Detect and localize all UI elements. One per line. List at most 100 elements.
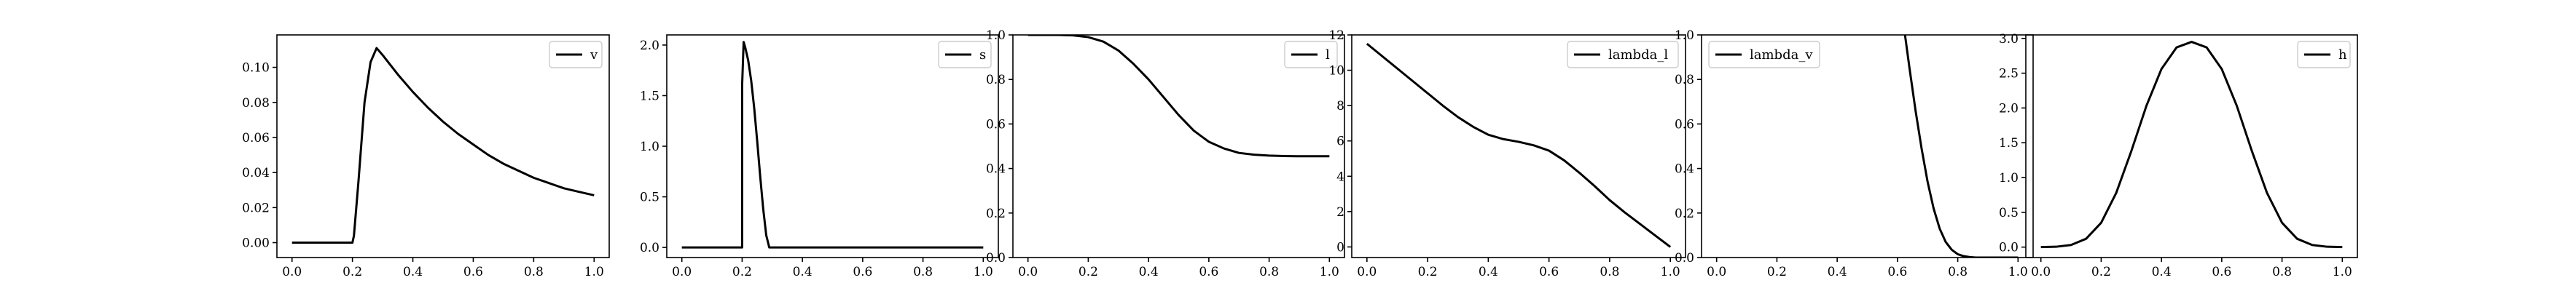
x-tick-label: 0.4 (2152, 265, 2172, 279)
y-tick-label: 0.10 (242, 61, 270, 76)
chart-panel-2: 0.0 0.2 0.4 0.6 0.8 1.0 0.0 0.5 1.0 1.5 2.0 s (640, 34, 999, 279)
plot-frame (1351, 34, 1686, 258)
chart-panel-6: 0.0 0.2 0.4 0.6 0.8 1.00.00.51.01.52.02.53.0h (1999, 32, 2358, 279)
y-tick-label: 0.8 (1675, 73, 1694, 87)
x-tick-label: 1.0 (2333, 265, 2352, 279)
x-tick-label: 0.6 (1887, 265, 1907, 279)
y-tick-label: 0.04 (242, 166, 270, 180)
y-tick-label: 6 (1336, 135, 1344, 149)
chart-panel-1: 0.0 0.2 0.4 0.6 0.8 1.0 0.00 0.02 0.04 0.06 0.08 0.… (242, 34, 610, 279)
x-tick-label: 0.2 (342, 265, 362, 279)
series-line-l (1027, 35, 1330, 158)
x-tick-label: 0.2 (1767, 265, 1787, 279)
x-tick-label: 1.0 (1661, 265, 1680, 279)
y-tick-label: 0.4 (1675, 162, 1694, 177)
x-tick-label: 1.0 (584, 265, 604, 279)
y-tick-label: 8 (1336, 99, 1344, 113)
y-tick-label: 10 (1328, 64, 1344, 79)
x-tick-label: 0.8 (1600, 265, 1619, 279)
y-tick-label: 0.00 (242, 236, 270, 251)
y-tick-label: 0.0 (640, 241, 659, 255)
legend-label: s (979, 47, 986, 63)
legend: l (1284, 41, 1338, 68)
series-line-h (2040, 41, 2343, 249)
legend: v (549, 41, 603, 68)
series-line-s (681, 41, 984, 249)
y-tick-label: 0.4 (986, 162, 1006, 177)
x-tick-label: 1.0 (1320, 265, 1339, 279)
y-tick-label: 1.0 (1999, 171, 2019, 186)
x-tick-label: 0.8 (913, 265, 933, 279)
y-tick-label: 0.02 (242, 201, 270, 215)
plot-frame (276, 34, 610, 258)
x-tick-label: 0.8 (1259, 265, 1279, 279)
plot-frame (1701, 34, 2034, 258)
legend-label: l (1326, 47, 1330, 63)
y-tick-label: 0.0 (1999, 241, 2019, 255)
legend-label: v (590, 47, 598, 63)
x-tick-label: 1.0 (2008, 265, 2028, 279)
y-tick-label: 2.0 (640, 39, 659, 53)
y-tick-label: 0.8 (986, 73, 1006, 87)
plot-frame (1012, 34, 1345, 258)
legend: s (938, 41, 992, 68)
y-tick-label: 0.08 (242, 96, 270, 111)
x-tick-label: 0.6 (853, 265, 872, 279)
legend: lambda_l (1567, 41, 1679, 68)
y-tick-label: 4 (1336, 170, 1344, 184)
x-tick-label: 1.0 (974, 265, 993, 279)
y-tick-label: 0.6 (1675, 117, 1694, 132)
x-tick-label: 0.2 (2091, 265, 2111, 279)
chart-panel-3: 0.0 0.2 0.4 0.6 0.8 1.0 0.0 0.2 0.4 0.6 0.8 1.0 l (986, 28, 1345, 279)
y-tick-label: 2.5 (1999, 67, 2019, 81)
x-tick-label: 0.4 (1828, 265, 1847, 279)
series-line-lambda-v (1903, 35, 2019, 258)
y-tick-label: 1.5 (1999, 136, 2019, 151)
y-tick-label: 0.06 (242, 131, 270, 146)
legend-label: lambda_l (1608, 47, 1668, 63)
x-tick-label: 0.0 (672, 265, 692, 279)
legend: lambda_v (1708, 41, 1820, 68)
chart-panel-4: 0.0 0.2 0.4 0.6 0.8 1.0 0 2 4 6 8 10 12 lambda_l (1328, 28, 1686, 279)
x-tick-label: 0.6 (2212, 265, 2231, 279)
legend: h (2297, 41, 2351, 68)
x-tick-label: 0.0 (282, 265, 302, 279)
x-tick-label: 0.4 (403, 265, 423, 279)
y-tick-label: 12 (1328, 28, 1344, 43)
x-tick-label: 0.0 (1357, 265, 1377, 279)
y-tick-label: 0.5 (640, 191, 659, 205)
y-tick-label: 0.2 (1675, 207, 1694, 221)
legend-label: h (2338, 47, 2347, 63)
series-line-lambda-l (1366, 42, 1672, 248)
legend-box (1567, 41, 1679, 68)
y-tick-label: 1.0 (640, 140, 659, 154)
x-tick-label: 0.6 (1539, 265, 1559, 279)
x-tick-label: 0.8 (1948, 265, 1968, 279)
x-tick-label: 0.8 (524, 265, 544, 279)
x-tick-label: 0.0 (2031, 265, 2051, 279)
x-tick-label: 0.4 (1139, 265, 1159, 279)
y-tick-label: 0.0 (986, 251, 1006, 266)
x-tick-label: 0.2 (732, 265, 752, 279)
plot-frame (2025, 34, 2358, 258)
x-tick-label: 0.6 (1199, 265, 1218, 279)
x-tick-label: 0.4 (1479, 265, 1498, 279)
y-tick-label: 3.0 (1999, 32, 2019, 47)
chart-panel-5: 0.0 0.2 0.4 0.6 0.8 1.0 0.0 0.2 0.4 0.6 0.8 1.0 lamb… (1675, 28, 2034, 279)
y-tick-label: 0.2 (986, 207, 1006, 221)
y-tick-label: 1.0 (1675, 28, 1694, 43)
x-tick-label: 0.6 (463, 265, 483, 279)
y-tick-label: 0.0 (1675, 251, 1694, 266)
x-tick-label: 0.4 (793, 265, 813, 279)
x-tick-label: 0.0 (1707, 265, 1726, 279)
y-tick-label: 0.6 (986, 117, 1006, 132)
series-line-v (291, 47, 595, 244)
legend-label: lambda_v (1750, 47, 1813, 63)
y-tick-label: 0 (1336, 240, 1344, 255)
plot-frame (666, 34, 999, 258)
x-tick-label: 0.2 (1418, 265, 1438, 279)
y-tick-label: 2.0 (1999, 101, 2019, 116)
y-tick-label: 0.5 (1999, 206, 2019, 220)
x-tick-label: 0.8 (2272, 265, 2292, 279)
